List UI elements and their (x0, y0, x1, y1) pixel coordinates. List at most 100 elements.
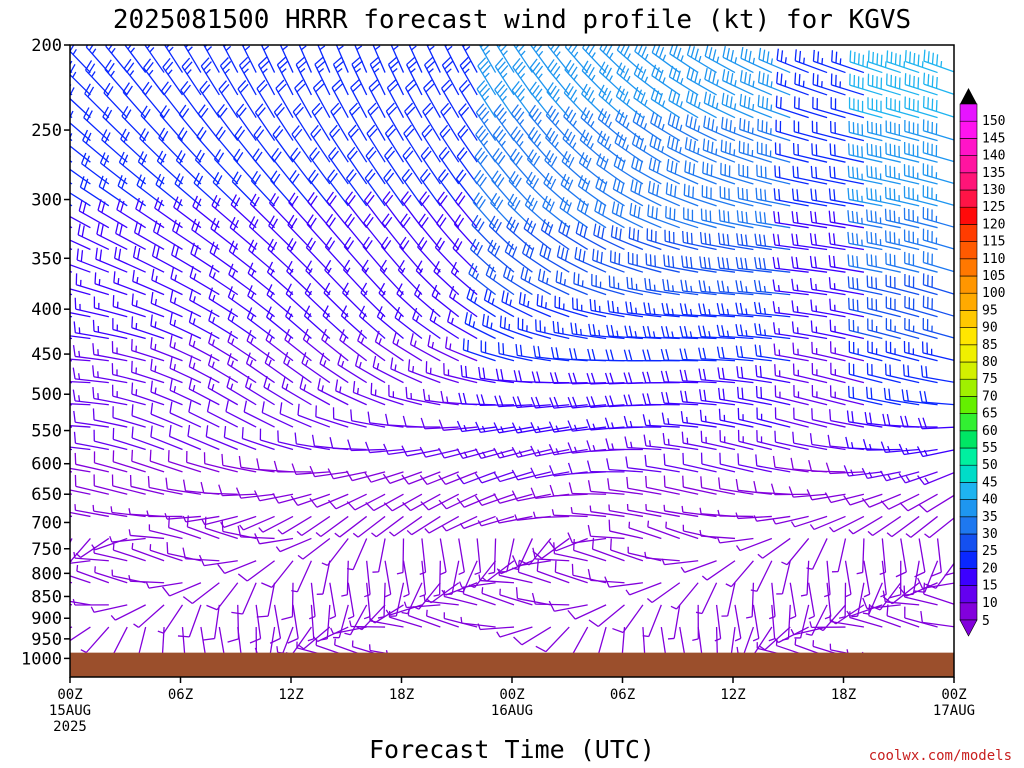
wind-barb (580, 107, 607, 142)
wind-barb (772, 322, 809, 340)
wind-barb (93, 546, 128, 562)
wind-barb-staff (322, 315, 349, 339)
wind-barb (883, 387, 920, 406)
wind-barb-feather (598, 202, 603, 214)
wind-barb-feather (164, 36, 172, 44)
wind-barb-feather (494, 151, 503, 162)
wind-barb (662, 432, 699, 451)
wind-barb (791, 300, 828, 318)
wind-barb (660, 370, 699, 384)
wind-barb-staff (650, 98, 681, 119)
wind-barb-staff (427, 345, 460, 362)
wind-barb-staff (881, 538, 887, 573)
wind-barb-feather (361, 259, 369, 270)
wind-barb-staff (517, 354, 551, 362)
wind-barb-staff (401, 177, 423, 207)
wind-barb-feather (433, 261, 440, 272)
wind-barb-feather (344, 213, 353, 224)
wind-barb-feather (597, 225, 601, 237)
wind-barb-feather (188, 400, 192, 413)
wind-barb-staff (793, 353, 828, 362)
wind-barb-staff (822, 604, 846, 631)
wind-barb-feather (852, 277, 855, 289)
wind-barb-feather (754, 323, 758, 335)
wind-barb-feather (683, 183, 686, 196)
wind-barb-staff (664, 486, 699, 495)
wind-barb-staff (849, 108, 883, 119)
wind-barb-staff (499, 594, 533, 606)
wind-barb-feather (623, 394, 628, 406)
wind-barb-staff (321, 339, 349, 362)
wind-barb-staff (703, 126, 736, 142)
wind-barb-feather (866, 253, 869, 266)
wind-barb-feather (237, 573, 248, 582)
wind-barb-feather (482, 45, 490, 52)
wind-barb-staff (345, 178, 368, 207)
wind-barb-staff (212, 181, 239, 207)
wind-barb-feather (206, 604, 218, 611)
wind-barb (718, 387, 754, 406)
wind-barb (830, 604, 865, 625)
wind-barb (363, 191, 386, 229)
wind-barb (680, 390, 717, 406)
wind-barb-staff (81, 163, 110, 185)
wind-barb-staff (609, 582, 644, 588)
wind-barb-feather (721, 257, 725, 269)
wind-barb (811, 408, 846, 428)
wind-barb (824, 492, 865, 504)
wind-barb-feather (363, 290, 368, 297)
wind-barb-staff (553, 426, 588, 433)
wind-barb-feather (192, 318, 196, 325)
wind-barb (378, 282, 404, 318)
wind-barb-feather (468, 314, 473, 326)
wind-barb-feather (441, 56, 452, 66)
wind-barb (625, 582, 662, 596)
wind-barb-staff (308, 178, 331, 207)
wind-barb-staff (830, 287, 865, 296)
wind-barb-feather (578, 248, 582, 261)
wind-barb-feather (461, 60, 471, 70)
wind-barb-feather (541, 270, 546, 283)
wind-barb (275, 537, 312, 553)
wind-barb (211, 194, 239, 229)
wind-barb-feather (693, 118, 697, 130)
wind-barb-staff (721, 150, 754, 163)
wind-barb-feather (116, 198, 121, 210)
wind-barb-feather (578, 152, 585, 164)
wind-barb-staff (867, 220, 901, 229)
wind-barb-feather (498, 395, 504, 407)
wind-barb (810, 320, 846, 340)
wind-barb-feather (419, 191, 428, 202)
wind-barb-feather (252, 148, 260, 159)
wind-barb-feather (870, 188, 873, 200)
wind-barb (461, 45, 478, 73)
wind-barb-feather (256, 129, 265, 140)
wind-barb-feather (796, 284, 799, 291)
wind-barb-feather (131, 316, 134, 328)
wind-barb-feather (511, 446, 519, 458)
wind-barb-feather (587, 480, 592, 492)
wind-barb-staff (673, 604, 681, 639)
wind-barb-staff (188, 388, 220, 406)
wind-barb-staff (366, 560, 371, 595)
wind-barb-feather (708, 233, 712, 246)
wind-barb-feather (85, 132, 92, 144)
wind-barb (322, 305, 349, 339)
wind-barb-feather (744, 71, 747, 84)
wind-barb (70, 335, 91, 340)
wind-barb-staff (683, 442, 717, 451)
wind-barb-feather (203, 35, 211, 43)
wind-barb (93, 429, 128, 451)
wind-barb-staff (304, 315, 331, 339)
wind-barb-feather (662, 432, 666, 445)
wind-barb-feather (110, 506, 113, 513)
wind-barb-feather (402, 501, 411, 512)
wind-barb-feather (415, 260, 423, 271)
wind-barb-feather (552, 88, 560, 100)
wind-barb-feather (182, 84, 191, 95)
wind-barb-feather (106, 86, 114, 97)
wind-barb-feather (512, 151, 520, 163)
wind-barb (685, 90, 717, 119)
wind-barb-feather (461, 83, 471, 93)
wind-barb-staff (216, 112, 239, 141)
